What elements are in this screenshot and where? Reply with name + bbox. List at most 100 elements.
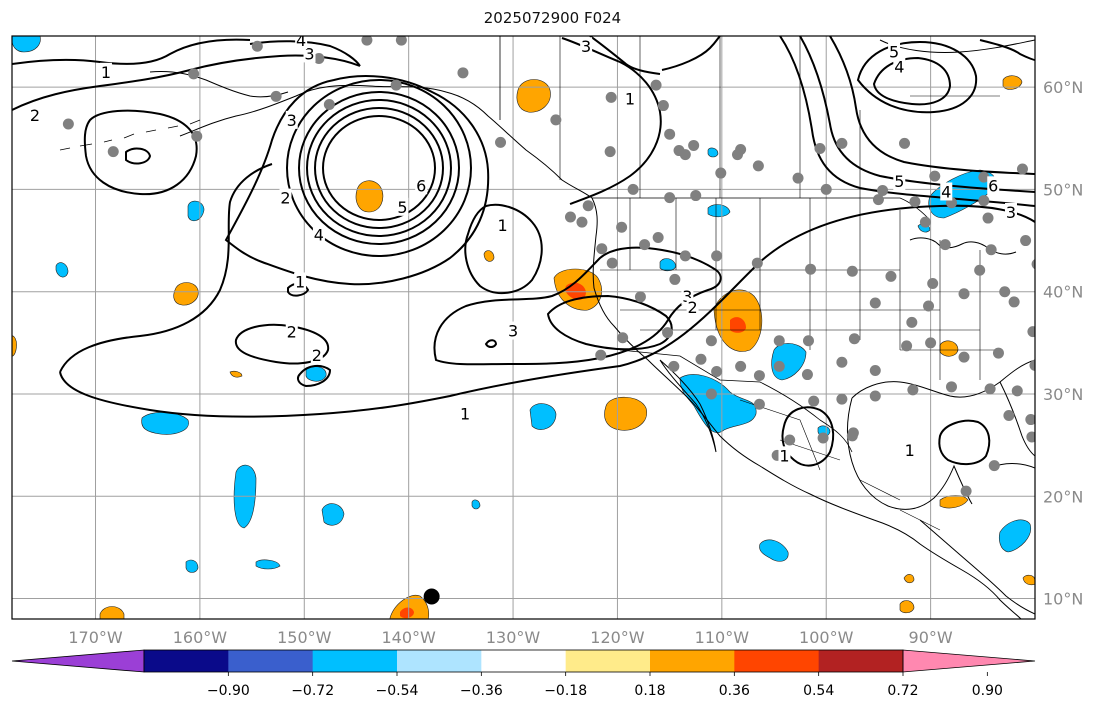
observation-dot — [817, 432, 829, 444]
contour-line — [59, 204, 1035, 418]
positive-anomaly-area — [1002, 75, 1023, 90]
lon-tick-label: 110°W — [695, 628, 750, 647]
contour-label-bg — [496, 216, 509, 235]
positive-anomaly-area — [483, 250, 495, 262]
observation-dot — [751, 257, 763, 269]
positive-anomaly-core — [730, 317, 746, 333]
observation-dot — [1029, 359, 1035, 371]
negative-anomaly-area — [998, 519, 1031, 553]
negative-anomaly-area — [187, 200, 205, 222]
observation-dot — [668, 360, 680, 372]
contour-label: 1 — [625, 89, 635, 108]
negative-anomaly-area — [471, 499, 481, 510]
observation-dot — [323, 99, 335, 111]
observation-dot — [495, 136, 507, 148]
positive-anomaly-core — [400, 607, 414, 619]
contour-label-bg — [778, 446, 791, 465]
observation-dot — [802, 335, 814, 347]
lat-tick-label: 30°N — [1043, 385, 1083, 404]
observation-dot — [1003, 409, 1015, 421]
colorbar-tick-label: −0.90 — [207, 683, 250, 699]
positive-anomaly-area — [899, 600, 915, 614]
positive-anomaly-area — [939, 495, 969, 509]
contour-label: 5 — [397, 198, 407, 217]
lon-tick-label: 100°W — [799, 628, 854, 647]
contour-label: 3 — [304, 44, 314, 63]
positive-anomaly-area — [516, 79, 551, 113]
observation-dot — [361, 36, 373, 46]
colorbar-tick-label: 0.90 — [972, 683, 1003, 699]
contour-label: 1 — [295, 272, 305, 291]
positive-anomaly-area — [1022, 574, 1035, 586]
lat-tick-label: 20°N — [1043, 487, 1083, 506]
observation-dot — [792, 172, 804, 184]
contour-label: 5 — [889, 42, 899, 61]
contour-label: 4 — [296, 31, 306, 50]
lon-tick-label: 140°W — [381, 628, 436, 647]
observation-dot — [982, 212, 994, 224]
us-mexico-border — [619, 349, 853, 453]
contour-line — [83, 109, 198, 196]
map-title: 2025072900 F024 — [483, 9, 622, 27]
colorbar-tick-label: −0.54 — [376, 683, 419, 699]
lat-tick-label: 60°N — [1043, 78, 1083, 97]
observation-dot — [773, 360, 785, 372]
observation-dot — [1026, 431, 1035, 443]
gridlines — [12, 36, 1035, 619]
storm-marker — [423, 588, 440, 605]
colorbar-segment — [312, 650, 398, 672]
contour-line — [661, 36, 721, 71]
gulf-of-mexico-coastline — [851, 359, 1035, 399]
coastlines-and-borders — [59, 36, 1035, 619]
observation-dot — [679, 250, 691, 262]
observation-dot — [820, 183, 832, 195]
colorbar-extend-high — [902, 649, 1036, 673]
negative-anomaly-area — [141, 411, 189, 435]
contour-label-bg — [893, 57, 906, 76]
observation-dot — [899, 137, 911, 149]
observation-dot — [846, 265, 858, 277]
observation-dot — [576, 216, 588, 228]
observation-dot — [753, 398, 765, 410]
observation-dot — [752, 160, 764, 172]
colorbar-extend-low — [11, 649, 145, 673]
contour-label-bg — [686, 298, 699, 317]
contour-line — [872, 56, 952, 106]
observation-dot — [923, 300, 935, 312]
observation-dot — [1051, 346, 1062, 357]
observation-dot — [664, 192, 676, 204]
contour-line — [12, 54, 361, 111]
observation-dot — [784, 434, 796, 446]
colorbar-segment — [734, 650, 820, 672]
contour-label-bg — [279, 188, 292, 207]
observation-dot — [925, 337, 937, 349]
observation-dot — [907, 384, 919, 396]
observation-dot — [669, 273, 681, 285]
observation-dot — [919, 216, 931, 228]
observation-dot — [604, 146, 616, 158]
contour-label-bg — [623, 89, 636, 108]
contour-line — [856, 40, 978, 114]
negative-anomaly-area — [707, 147, 719, 158]
contour-label-bg — [507, 321, 520, 340]
contour-label: 4 — [941, 182, 951, 201]
observation-dot — [191, 130, 203, 142]
observation-dot — [1008, 296, 1020, 308]
observation-dot — [735, 144, 747, 156]
observation-dot — [711, 365, 723, 377]
observation-dot — [848, 333, 860, 345]
contour-label-bg — [888, 42, 901, 61]
colorbar-tick-label: 0.54 — [803, 683, 834, 699]
observation-dot — [836, 356, 848, 368]
negative-anomaly-area — [185, 559, 199, 573]
observation-dot — [690, 190, 702, 202]
lat-tick-label: 50°N — [1043, 180, 1083, 199]
observation-dot — [313, 53, 325, 65]
contour-label: 2 — [30, 106, 40, 125]
observation-dot — [616, 221, 628, 233]
positive-anomaly-area — [939, 340, 959, 357]
contour-label: 6 — [416, 176, 426, 195]
negative-anomaly-area — [321, 503, 345, 526]
observation-dot — [1011, 385, 1023, 397]
